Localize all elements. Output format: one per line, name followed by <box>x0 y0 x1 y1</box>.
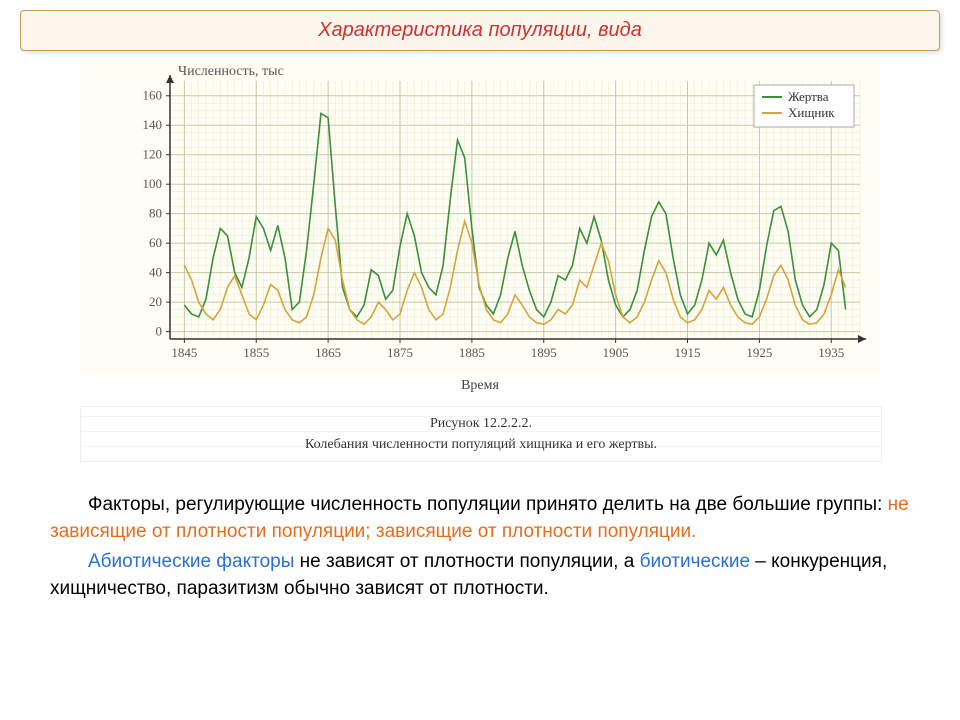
svg-text:1845: 1845 <box>171 345 197 360</box>
p1-text-a: Факторы, регулирующие численность популя… <box>88 494 888 515</box>
figure-caption: Рисунок 12.2.2.2. Колебания численности … <box>80 406 882 462</box>
svg-text:Жертва: Жертва <box>788 89 829 104</box>
caption-line1: Рисунок 12.2.2.2. <box>81 413 881 434</box>
svg-text:20: 20 <box>149 294 162 309</box>
svg-text:80: 80 <box>149 206 162 221</box>
caption-line2: Колебания численности популяций хищника … <box>81 434 881 455</box>
svg-text:100: 100 <box>143 176 163 191</box>
paragraph-2: Абиотические факторы не зависят от плотн… <box>50 549 910 602</box>
svg-text:1865: 1865 <box>315 345 341 360</box>
svg-text:60: 60 <box>149 235 162 250</box>
svg-text:1915: 1915 <box>675 345 701 360</box>
svg-text:1855: 1855 <box>243 345 269 360</box>
svg-text:0: 0 <box>156 324 163 339</box>
p2-text-b: не зависят от плотности популяции, а <box>294 551 639 572</box>
population-chart: 0 20 40 60 80 100 120 140 160 1845 1855 1865 1875 188… <box>80 59 880 374</box>
svg-text:1925: 1925 <box>746 345 772 360</box>
svg-text:Хищник: Хищник <box>788 105 835 120</box>
svg-text:1875: 1875 <box>387 345 413 360</box>
svg-text:140: 140 <box>143 117 163 132</box>
p2-abiotic: Абиотические факторы <box>88 551 294 572</box>
x-axis-title: Время <box>80 378 880 394</box>
page-title: Характеристика популяции, вида <box>318 19 642 41</box>
svg-text:120: 120 <box>143 147 163 162</box>
chart-area: 0 20 40 60 80 100 120 140 160 1845 1855 1865 1875 188… <box>80 59 880 462</box>
svg-text:1935: 1935 <box>818 345 844 360</box>
body-text: Факторы, регулирующие численность популя… <box>50 492 910 602</box>
paragraph-1: Факторы, регулирующие численность популя… <box>50 492 910 545</box>
svg-text:1885: 1885 <box>459 345 485 360</box>
svg-text:Численность, тыс: Численность, тыс <box>178 64 284 79</box>
page: Характеристика популяции, вида 0 20 40 60 80… <box>0 0 960 720</box>
svg-text:1895: 1895 <box>531 345 557 360</box>
p2-biotic: биотические <box>640 551 750 572</box>
chart-box: 0 20 40 60 80 100 120 140 160 1845 1855 1865 1875 188… <box>80 59 880 374</box>
svg-text:40: 40 <box>149 265 162 280</box>
svg-text:1905: 1905 <box>603 345 629 360</box>
title-bar: Характеристика популяции, вида <box>20 10 940 51</box>
svg-text:160: 160 <box>143 88 163 103</box>
